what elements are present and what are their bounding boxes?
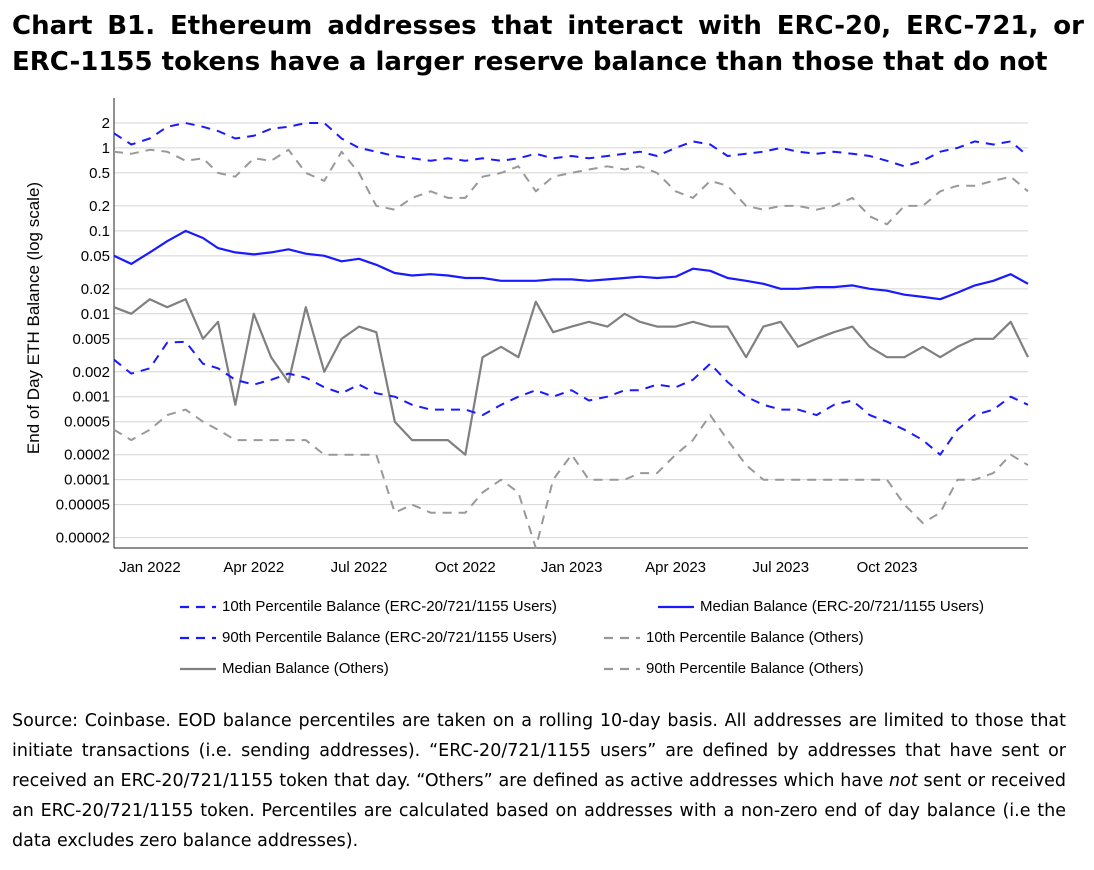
legend-label: 10th Percentile Balance (Others) (646, 629, 864, 646)
legend-swatch (180, 636, 216, 639)
y-tick-label: 0.5 (89, 165, 110, 182)
y-tick-label: 0.1 (89, 223, 110, 240)
y-tick-label: 0.001 (72, 389, 110, 406)
y-tick-label: 0.00005 (56, 497, 110, 514)
x-tick-label: Jul 2023 (752, 559, 809, 576)
x-tick-label: Apr 2022 (223, 559, 284, 576)
y-tick-label: 0.00002 (56, 530, 110, 547)
series-line (113, 229, 1029, 301)
chart-title: Chart B1. Ethereum addresses that intera… (12, 11, 1084, 77)
source-note: Source: Coinbase. EOD balance percentile… (12, 706, 1066, 856)
legend-swatch (180, 667, 216, 670)
series-line (113, 148, 1029, 226)
y-tick-label: 0.2 (89, 198, 110, 215)
legend-label: Median Balance (ERC-20/721/1155 Users) (700, 598, 985, 615)
series-line (113, 298, 1029, 456)
y-tick-label: 1 (102, 140, 110, 157)
x-tick-label: Apr 2023 (645, 559, 706, 576)
legend-swatch (658, 605, 694, 608)
legend-label: Median Balance (Others) (222, 660, 389, 677)
series-lines (113, 122, 1029, 549)
y-tick-label: 0.0001 (64, 472, 110, 489)
legend-item: 10th Percentile Balance (Others) (604, 629, 864, 646)
legend-label: 90th Percentile Balance (ERC-20/721/1155… (222, 629, 557, 646)
legend-swatch (180, 605, 216, 608)
y-tick-label: 0.01 (81, 306, 110, 323)
x-tick-label: Jul 2022 (331, 559, 388, 576)
legend-item: 10th Percentile Balance (ERC-20/721/1155… (180, 598, 557, 615)
x-tick-label: Oct 2022 (435, 559, 496, 576)
legend-item: Median Balance (Others) (180, 660, 389, 677)
series-line (113, 340, 1029, 456)
x-tick-label: Jan 2022 (119, 559, 181, 576)
y-tick-label: 0.0005 (64, 414, 110, 431)
series-line (113, 122, 1029, 168)
y-axis-label: End of Day ETH Balance (log scale) (24, 182, 43, 454)
legend-label: 90th Percentile Balance (Others) (646, 660, 864, 677)
series-line (113, 408, 1029, 549)
chart-canvas: 2 1 0.5 0.2 0.1 0.05 0.02 0.01 0.005 0.002 0.001 0.… (24, 98, 1029, 576)
source-text-1: Source: Coinbase. EOD balance percentile… (12, 711, 1066, 791)
y-axis: 2 1 0.5 0.2 0.1 0.05 0.02 0.01 0.005 0.002 0.001 0.… (56, 98, 115, 548)
y-tick-label: 2 (102, 115, 110, 132)
x-axis: Jan 2022 Apr 2022 Jul 2022 Oct 2022 Jan 2023… (114, 547, 1028, 576)
x-tick-label: Jan 2023 (541, 559, 603, 576)
source-emphasis: not (889, 771, 918, 791)
legend-item: 90th Percentile Balance (ERC-20/721/1155… (180, 629, 557, 646)
y-tick-label: 0.002 (72, 364, 110, 381)
legend-item: 90th Percentile Balance (Others) (604, 660, 864, 677)
y-tick-label: 0.02 (81, 281, 110, 298)
legend-swatch (604, 636, 640, 639)
legend-label: 10th Percentile Balance (ERC-20/721/1155… (222, 598, 557, 615)
y-tick-label: 0.05 (81, 248, 110, 265)
y-tick-label: 0.005 (72, 331, 110, 348)
y-tick-label: 0.0002 (64, 447, 110, 464)
source-text-2: sent or received an ERC-20/721/1155 toke… (12, 771, 1066, 851)
x-tick-label: Oct 2023 (857, 559, 918, 576)
legend-swatch (604, 667, 640, 670)
legend-item: Median Balance (ERC-20/721/1155 Users) (658, 598, 984, 615)
